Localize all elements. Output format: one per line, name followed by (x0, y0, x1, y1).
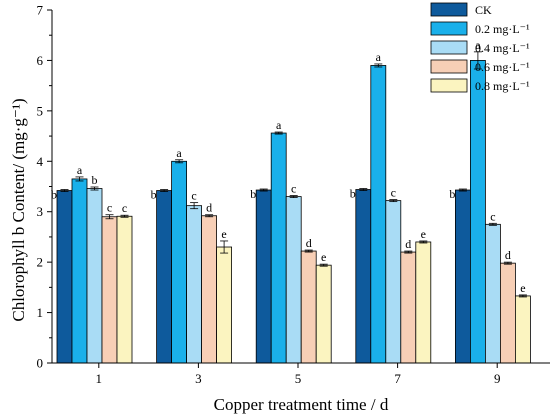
y-tick-label: 7 (37, 3, 44, 18)
y-tick-label: 1 (37, 305, 44, 320)
y-tick-label: 3 (37, 204, 44, 219)
legend-label: CK (475, 3, 492, 17)
significance-letter: a (475, 38, 481, 52)
significance-letter: c (107, 201, 112, 215)
significance-letter: c (191, 189, 196, 203)
bar (56, 190, 73, 364)
bar (469, 60, 486, 364)
bar (300, 250, 317, 364)
significance-letter: b (51, 188, 57, 202)
significance-letter: e (520, 281, 525, 295)
bar (270, 132, 287, 364)
significance-letter: b (92, 173, 98, 187)
legend-label: 0.2 mg·L⁻¹ (475, 22, 530, 36)
bar (216, 246, 233, 364)
bar (156, 190, 173, 364)
significance-letter: a (276, 118, 282, 132)
y-tick-label: 0 (37, 356, 44, 371)
bar (201, 215, 218, 364)
x-tick-label: 1 (96, 371, 103, 386)
legend: CK 0.2 mg·L⁻¹ 0.4 mg·L⁻¹ 0.6 mg·L⁻¹ 0.8 mg·L… (430, 2, 530, 93)
bar (484, 223, 501, 364)
bar (415, 241, 432, 364)
bar (370, 65, 387, 364)
x-tick-label: 7 (394, 371, 401, 386)
legend-label: 0.4 mg·L⁻¹ (475, 41, 530, 55)
significance-letter: b (151, 188, 157, 202)
legend-swatch (430, 59, 468, 74)
legend-swatch (430, 21, 468, 36)
significance-letter: d (306, 236, 312, 250)
significance-letter: e (421, 227, 426, 241)
bar (315, 264, 332, 364)
bar (355, 189, 372, 364)
bar (515, 295, 531, 364)
significance-letter: b (449, 187, 455, 201)
bar (285, 196, 302, 364)
bar (255, 189, 272, 364)
bar (116, 215, 133, 364)
bar (86, 188, 103, 364)
significance-letter: c (490, 209, 495, 223)
significance-letter: e (221, 227, 226, 241)
y-tick-label: 4 (37, 154, 44, 169)
legend-label: 0.6 mg·L⁻¹ (475, 60, 530, 74)
significance-letter: c (122, 201, 127, 215)
y-tick-label: 5 (37, 103, 44, 118)
y-tick-label: 2 (37, 255, 44, 270)
significance-letter: a (176, 146, 182, 160)
x-tick-label: 9 (494, 371, 501, 386)
significance-letter: d (505, 248, 511, 262)
legend-swatch (430, 78, 468, 93)
significance-letter: b (350, 187, 356, 201)
bar (101, 216, 118, 364)
significance-letter: d (405, 237, 411, 251)
y-axis-title: Chlorophyll b Content/ (mg·g⁻¹) (9, 98, 28, 321)
significance-letter: e (321, 250, 326, 264)
significance-letter: b (250, 187, 256, 201)
y-axis: 0 1 2 3 4 5 6 7 (37, 3, 53, 371)
bar (400, 251, 417, 364)
significance-letter: c (291, 182, 296, 196)
bar (454, 189, 471, 364)
significance-letter: a (376, 50, 382, 64)
x-axis: 1 3 5 7 9 (52, 362, 550, 386)
legend-label: 0.8 mg·L⁻¹ (475, 79, 530, 93)
x-tick-label: 3 (195, 371, 202, 386)
legend-swatch (430, 2, 468, 17)
significance-letter: d (206, 201, 212, 215)
bar (171, 160, 188, 364)
x-tick-label: 5 (295, 371, 302, 386)
y-tick-label: 6 (37, 53, 44, 68)
bar (186, 205, 203, 364)
bar (385, 200, 402, 364)
bar (71, 178, 88, 364)
x-axis-title: Copper treatment time / d (214, 395, 389, 414)
bar (499, 262, 516, 364)
significance-letter: c (391, 186, 396, 200)
significance-letter: a (77, 163, 83, 177)
legend-swatch (430, 40, 468, 55)
